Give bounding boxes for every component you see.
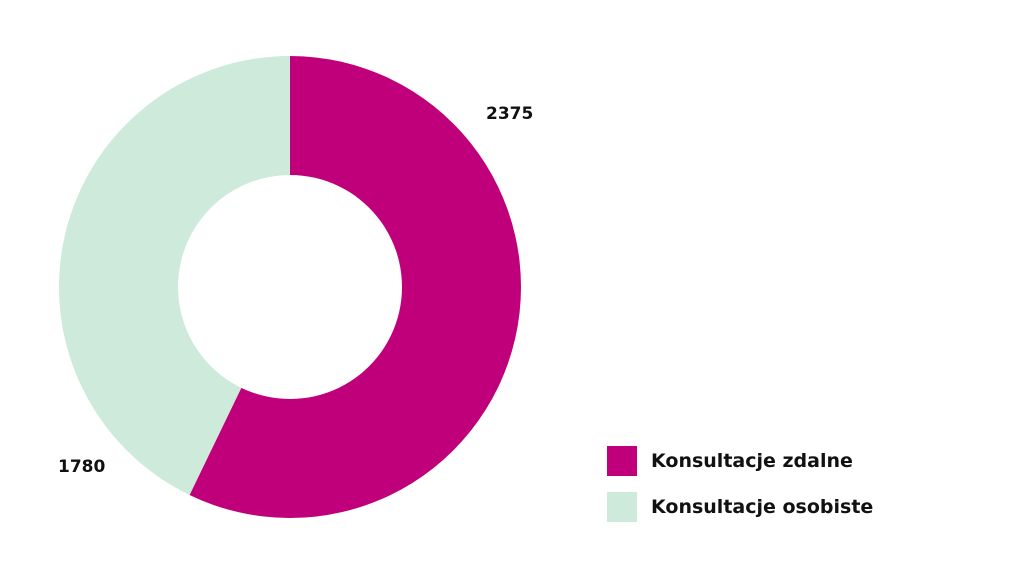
data-label-osobiste: 1780 [58,457,106,477]
legend-swatch-zdalne [607,446,637,476]
slice-osobiste [58,56,290,496]
legend-label: Konsultacje osobiste [651,496,874,518]
slice-zdalne [189,56,521,518]
legend-swatch-osobiste [607,492,637,522]
legend-item-zdalne: Konsultacje zdalne [607,438,873,484]
legend-item-osobiste: Konsultacje osobiste [607,484,873,530]
legend-label: Konsultacje zdalne [651,450,853,472]
legend: Konsultacje zdalne Konsultacje osobiste [607,438,873,530]
data-label-zdalne: 2375 [486,104,534,124]
